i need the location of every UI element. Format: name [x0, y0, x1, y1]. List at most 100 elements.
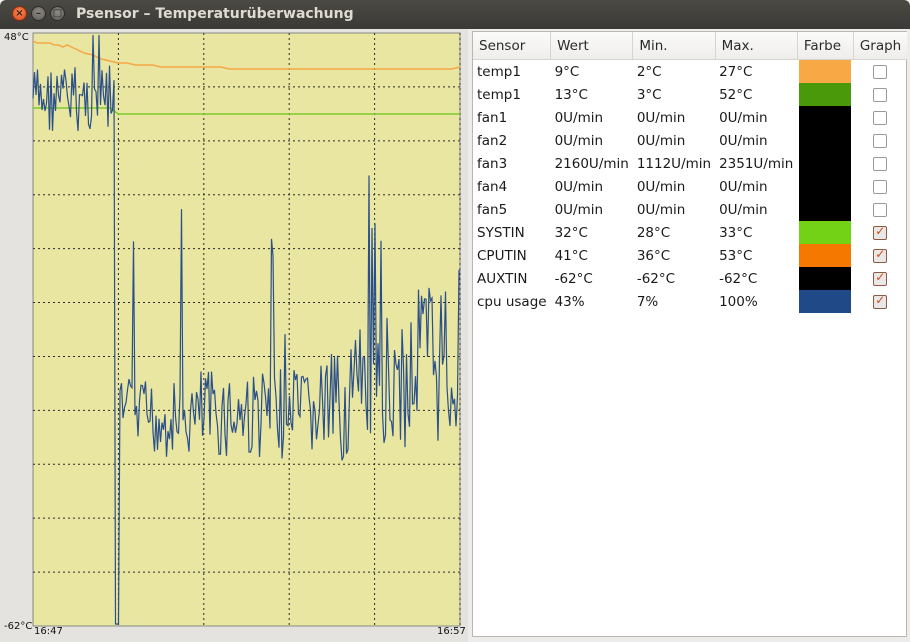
sensor-name-cell: fan2 [477, 132, 508, 149]
sensor-table-panel[interactable]: Sensor Wert Min. Max. Farbe Graph temp1 9… [472, 31, 908, 637]
maximize-window-button[interactable]: □ [50, 6, 65, 21]
sensor-color-cell[interactable] [797, 175, 853, 198]
graph-toggle-checkbox[interactable] [873, 202, 888, 217]
color-swatch[interactable] [799, 83, 852, 106]
series-line-systin [33, 107, 460, 115]
sensor-value-cell: -62°C [554, 270, 593, 287]
table-row[interactable]: temp1 9°C 2°C 27°C [473, 60, 907, 83]
graph-toggle-checkbox[interactable] [873, 64, 888, 79]
sensor-max-cell: 27°C [719, 63, 753, 80]
sensor-name-cell: SYSTIN [477, 224, 525, 241]
graph-toggle-checkbox[interactable] [873, 293, 888, 309]
minimize-window-button[interactable]: – [31, 6, 46, 21]
graph-toggle-checkbox[interactable] [873, 110, 888, 125]
graph-y-min-label: -62°C [4, 621, 33, 632]
sensor-value-cell: 0U/min [554, 132, 604, 149]
graph-x-start-label: 16:47 [34, 626, 63, 637]
graph-toggle-checkbox[interactable] [873, 270, 888, 286]
color-swatch[interactable] [799, 129, 852, 152]
sensor-graph-cell [853, 83, 907, 106]
column-header-sensor[interactable]: Sensor [473, 32, 552, 60]
sensor-color-cell[interactable] [797, 267, 853, 290]
color-swatch[interactable] [799, 60, 852, 83]
table-row[interactable]: fan2 0U/min 0U/min 0U/min [473, 129, 907, 152]
sensor-color-cell[interactable] [797, 290, 853, 313]
sensor-table-body: temp1 9°C 2°C 27°C temp1 13°C 3°C 52°C fan1 0U/mi… [473, 60, 907, 313]
graph-x-end-label: 16:57 [437, 626, 466, 637]
sensor-max-cell: 53°C [719, 247, 753, 264]
color-swatch[interactable] [799, 106, 852, 129]
graph-toggle-checkbox[interactable] [873, 156, 888, 171]
sensor-value-cell: 2160U/min [554, 155, 629, 172]
sensor-max-cell: 52°C [719, 86, 753, 103]
sensor-max-cell: 0U/min [719, 178, 768, 195]
sensor-max-cell: 2351U/min [719, 155, 794, 172]
sensor-color-cell[interactable] [797, 221, 853, 244]
sensor-graph-cell [853, 106, 907, 129]
color-swatch[interactable] [799, 175, 852, 198]
close-window-button[interactable]: × [12, 6, 27, 21]
graph-toggle-checkbox[interactable] [873, 133, 888, 148]
graph-toggle-checkbox[interactable] [873, 247, 888, 263]
sensor-max-cell: 100% [719, 293, 758, 310]
sensor-name-cell: cpu usage [477, 293, 547, 310]
sensor-graph-cell [853, 290, 907, 313]
color-swatch[interactable] [799, 152, 852, 175]
color-swatch[interactable] [799, 244, 852, 267]
table-row[interactable]: fan4 0U/min 0U/min 0U/min [473, 175, 907, 198]
table-row[interactable]: temp1 13°C 3°C 52°C [473, 83, 907, 106]
sensor-min-cell: 0U/min [636, 109, 686, 126]
table-row[interactable]: SYSTIN 32°C 28°C 33°C [473, 221, 907, 244]
sensor-max-cell: 0U/min [719, 201, 768, 218]
sensor-color-cell[interactable] [797, 106, 853, 129]
column-header-graph[interactable]: Graph [853, 32, 908, 60]
sensor-value-cell: 13°C [554, 86, 588, 103]
sensor-value-cell: 0U/min [554, 178, 604, 195]
sensor-max-cell: 33°C [719, 224, 753, 241]
sensor-max-cell: 0U/min [719, 132, 768, 149]
sensor-min-cell: 36°C [636, 247, 671, 264]
sensor-color-cell[interactable] [797, 198, 853, 221]
sensor-min-cell: 0U/min [636, 178, 686, 195]
window-title: Psensor – Temperaturüberwachung [76, 6, 354, 22]
sensor-color-cell[interactable] [797, 244, 853, 267]
graph-toggle-checkbox[interactable] [873, 224, 888, 240]
sensor-value-cell: 43% [554, 293, 585, 310]
graph-toggle-checkbox[interactable] [873, 179, 888, 194]
sensor-color-cell[interactable] [797, 152, 853, 175]
window-titlebar: × – □ Psensor – Temperaturüberwachung [0, 0, 910, 29]
graph-toggle-checkbox[interactable] [873, 87, 888, 102]
sensor-value-cell: 0U/min [554, 109, 604, 126]
sensor-value-cell: 32°C [554, 224, 588, 241]
sensor-name-cell: AUXTIN [477, 270, 528, 287]
sensor-graph [32, 32, 461, 627]
sensor-name-cell: CPUTIN [477, 247, 527, 264]
sensor-color-cell[interactable] [797, 129, 853, 152]
table-row[interactable]: CPUTIN 41°C 36°C 53°C [473, 244, 907, 267]
column-header-min[interactable]: Min. [632, 32, 716, 60]
table-row[interactable]: fan5 0U/min 0U/min 0U/min [473, 198, 907, 221]
color-swatch[interactable] [799, 198, 852, 221]
sensor-graph-cell [853, 152, 907, 175]
color-swatch[interactable] [799, 267, 852, 290]
column-header-max[interactable]: Max. [715, 32, 798, 60]
table-row[interactable]: fan1 0U/min 0U/min 0U/min [473, 106, 907, 129]
sensor-value-cell: 41°C [554, 247, 588, 264]
table-row[interactable]: AUXTIN -62°C -62°C -62°C [473, 267, 907, 290]
column-header-color[interactable]: Farbe [797, 32, 854, 60]
sensor-color-cell[interactable] [797, 83, 853, 106]
sensor-min-cell: 3°C [636, 86, 662, 103]
sensor-max-cell: -62°C [719, 270, 758, 287]
sensor-min-cell: 2°C [636, 63, 662, 80]
sensor-min-cell: 0U/min [636, 201, 686, 218]
table-row[interactable]: fan3 2160U/min 1112U/min 2351U/min [473, 152, 907, 175]
column-header-value[interactable]: Wert [550, 32, 634, 60]
sensor-color-cell[interactable] [797, 60, 853, 83]
sensor-table: Sensor Wert Min. Max. Farbe Graph temp1 9… [473, 32, 908, 313]
sensor-name-cell: temp1 [477, 63, 521, 80]
color-swatch[interactable] [799, 221, 852, 244]
table-row[interactable]: cpu usage 43% 7% 100% [473, 290, 907, 313]
color-swatch[interactable] [799, 290, 852, 313]
main-content: 48°C -62°C 16:47 16:57 Sensor Wert Min. … [0, 29, 910, 642]
sensor-min-cell: 0U/min [636, 132, 686, 149]
